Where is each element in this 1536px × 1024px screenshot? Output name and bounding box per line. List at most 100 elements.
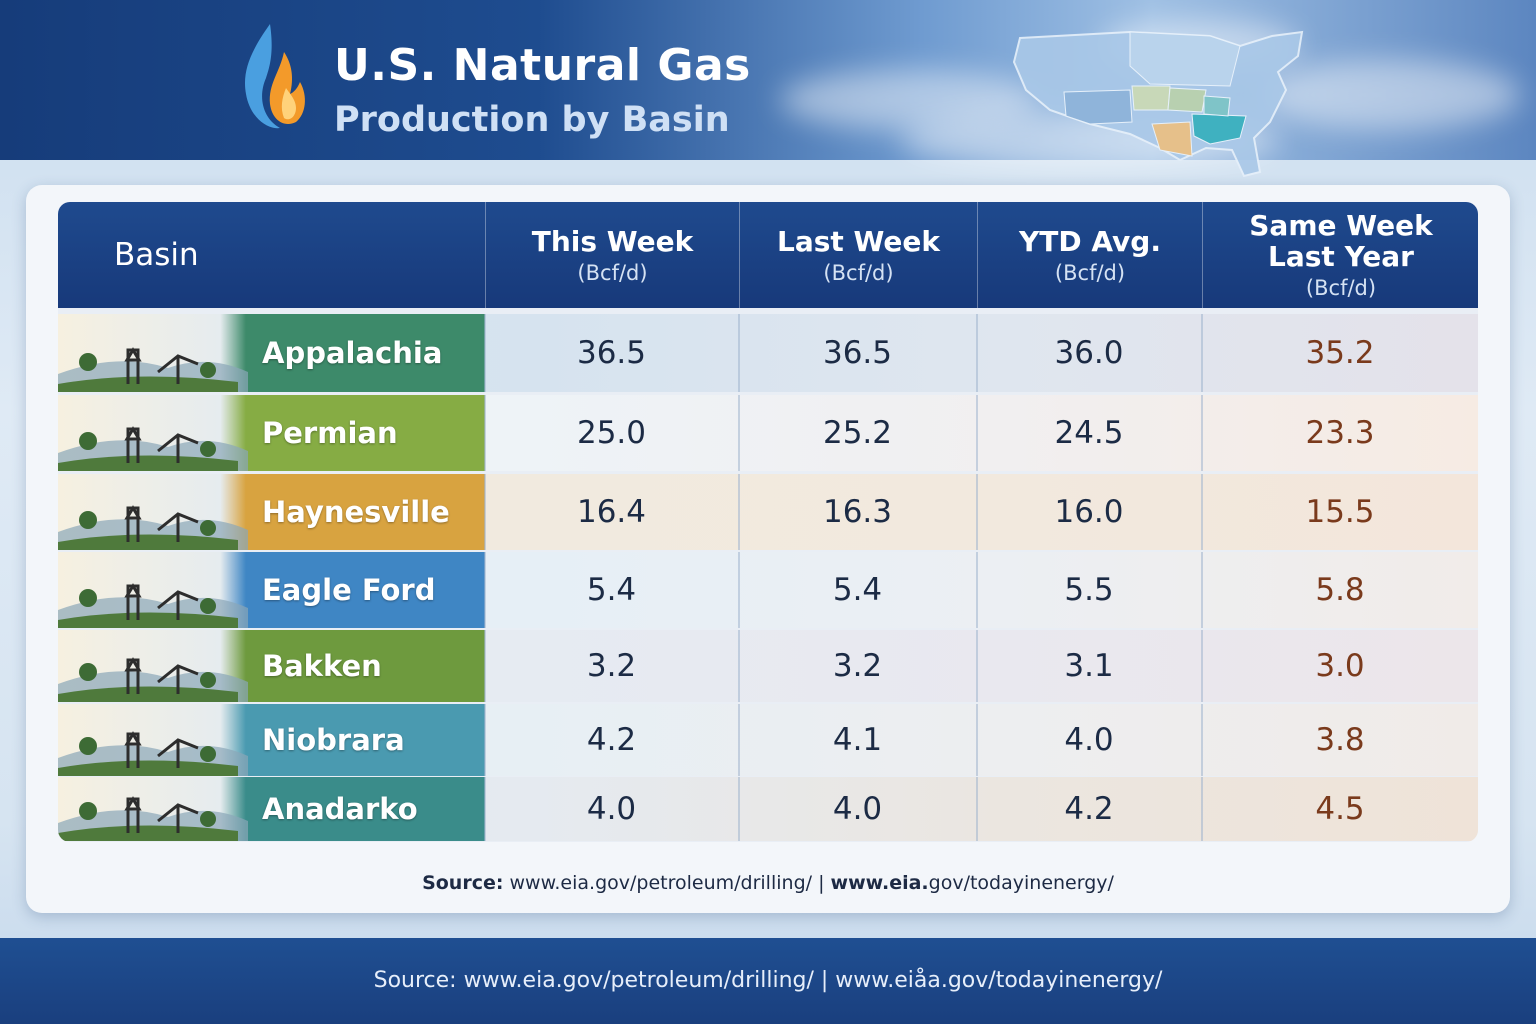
us-map-icon (1012, 30, 1304, 178)
table-row: Eagle Ford 5.4 5.4 5.5 5.8 (58, 552, 1478, 628)
column-divider (484, 314, 486, 392)
column-divider (484, 552, 486, 628)
column-header-last-week: Last Week (Bcf/d) (739, 202, 977, 308)
source-divider: | (818, 872, 825, 894)
table-header: Basin This Week (Bcf/d) Last Week (Bcf/d… (58, 202, 1478, 308)
basin-cell: Permian (58, 395, 485, 471)
basin-name: Haynesville (262, 495, 450, 529)
value-cell: 3.8 (1315, 722, 1365, 758)
basin-cell: Appalachia (58, 314, 485, 392)
column-divider (484, 395, 486, 471)
column-header-ytd-avg: YTD Avg. (Bcf/d) (977, 202, 1202, 308)
footer-band: Source: www.eia.gov/petroleum/drilling/ … (0, 938, 1536, 1024)
value-cell: 3.0 (1315, 648, 1365, 684)
column-divider (1201, 630, 1203, 702)
basin-name: Eagle Ford (262, 573, 436, 607)
table-row: Bakken 3.2 3.2 3.1 3.0 (58, 630, 1478, 702)
landscape-icon (58, 552, 485, 628)
basin-cell: Anadarko (58, 777, 485, 841)
column-divider (1201, 552, 1203, 628)
value-cell: 5.5 (1064, 572, 1114, 608)
source-link-drilling[interactable]: www.eia.gov/petroleum/drilling/ (509, 872, 813, 894)
column-divider (738, 395, 740, 471)
value-cell: 4.1 (832, 722, 883, 758)
landscape-icon (58, 395, 485, 471)
basin-name: Anadarko (262, 792, 418, 826)
table-row: Appalachia 36.5 36.5 36.0 35.2 (58, 314, 1478, 392)
value-cell: 5.8 (1315, 572, 1365, 608)
value-cell: 4.5 (1315, 791, 1365, 827)
value-cell: 25.2 (822, 415, 893, 451)
column-divider (738, 777, 740, 841)
value-cell: 36.0 (1054, 335, 1124, 371)
value-cell: 4.0 (586, 791, 637, 827)
value-cell: 5.4 (832, 572, 883, 608)
column-divider (738, 474, 740, 550)
column-divider (1201, 474, 1203, 550)
value-cell: 3.2 (832, 648, 883, 684)
value-cell: 16.3 (822, 494, 893, 530)
column-divider (976, 395, 978, 471)
column-divider (976, 552, 978, 628)
basin-cell: Bakken (58, 630, 485, 702)
landscape-icon (58, 704, 485, 776)
value-cell: 4.0 (832, 791, 883, 827)
value-cell: 4.0 (1064, 722, 1114, 758)
value-cell: 25.0 (576, 415, 647, 451)
value-cell: 15.5 (1305, 494, 1375, 530)
column-divider (484, 474, 486, 550)
basin-name: Permian (262, 416, 398, 450)
value-cell: 23.3 (1305, 415, 1375, 451)
column-divider (1201, 395, 1203, 471)
column-divider (484, 630, 486, 702)
column-divider (738, 704, 740, 776)
column-divider (738, 314, 740, 392)
landscape-icon (58, 474, 485, 550)
page-subtitle: Production by Basin (334, 100, 730, 140)
basin-cell: Eagle Ford (58, 552, 485, 628)
column-divider (976, 314, 978, 392)
value-cell: 16.0 (1054, 494, 1124, 530)
column-header-this-week: This Week (Bcf/d) (485, 202, 739, 308)
value-cell: 4.2 (586, 722, 637, 758)
value-cell: 35.2 (1305, 335, 1375, 371)
value-cell: 16.4 (576, 494, 647, 530)
landscape-icon (58, 777, 485, 841)
basin-name: Bakken (262, 649, 382, 683)
value-cell: 24.5 (1054, 415, 1124, 451)
value-cell: 4.2 (1064, 791, 1114, 827)
column-header-basin: Basin (114, 236, 199, 273)
column-divider (976, 704, 978, 776)
value-cell: 3.2 (586, 648, 637, 684)
column-divider (976, 630, 978, 702)
source-link-today-rest[interactable]: gov/todayinenergy/ (928, 872, 1114, 894)
column-divider (1201, 314, 1203, 392)
table-row: Anadarko 4.0 4.0 4.2 4.5 (58, 777, 1478, 841)
landscape-icon (58, 314, 485, 392)
column-divider (976, 777, 978, 841)
column-divider (738, 552, 740, 628)
basin-cell: Niobrara (58, 704, 485, 776)
basin-name: Niobrara (262, 723, 405, 757)
source-label: Source: (422, 872, 504, 894)
table-row: Niobrara 4.2 4.1 4.0 3.8 (58, 704, 1478, 776)
basin-cell: Haynesville (58, 474, 485, 550)
value-cell: 5.4 (586, 572, 637, 608)
source-link-today-bold[interactable]: www.eia. (830, 872, 929, 894)
value-cell: 36.5 (822, 335, 893, 371)
column-divider (738, 630, 740, 702)
basin-name: Appalachia (262, 336, 443, 370)
flame-icon (245, 24, 305, 129)
column-divider (1201, 704, 1203, 776)
table-row: Permian 25.0 25.2 24.5 23.3 (58, 395, 1478, 471)
column-divider (976, 474, 978, 550)
source-note: Source: www.eia.gov/petroleum/drilling/ … (0, 872, 1536, 894)
footer-source: Source: www.eia.gov/petroleum/drilling/ … (373, 968, 1163, 993)
column-header-same-week-last-year: Same Week Last Year (Bcf/d) (1202, 202, 1478, 308)
column-divider (1201, 777, 1203, 841)
table-row: Haynesville 16.4 16.3 16.0 15.5 (58, 474, 1478, 550)
value-cell: 3.1 (1064, 648, 1114, 684)
value-cell: 36.5 (576, 335, 647, 371)
production-table: Basin This Week (Bcf/d) Last Week (Bcf/d… (58, 202, 1478, 842)
page-title: U.S. Natural Gas (334, 40, 751, 91)
